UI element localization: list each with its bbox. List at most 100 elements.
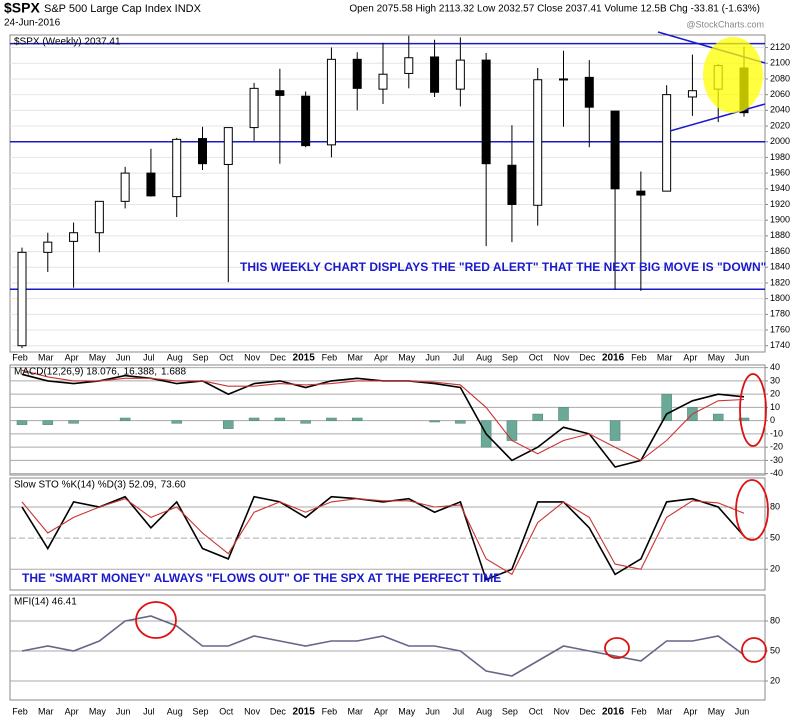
indicator-line [21, 615, 745, 677]
y-tick-label: -10 [770, 428, 783, 438]
x-tick-label: Apr [65, 352, 79, 362]
histogram-bar [532, 413, 543, 421]
candle-body [120, 172, 130, 202]
indicator-line [21, 369, 745, 462]
x-tick-label: May [89, 352, 107, 362]
candle-body [507, 164, 517, 205]
x-tick-label: Feb [12, 352, 28, 362]
x-tick-label: Apr [374, 352, 388, 362]
x-tick-label: Oct [219, 706, 234, 716]
histogram-bar [738, 417, 750, 421]
candle-body [275, 90, 285, 96]
candle-body [198, 138, 207, 165]
y-tick-label: -40 [770, 468, 783, 478]
panel-frame [9, 477, 766, 591]
histogram-bar [68, 420, 79, 424]
y-tick-label: 30 [770, 375, 780, 385]
histogram-bar [16, 420, 28, 425]
candle-body [301, 95, 311, 147]
x-tick-label: Mar [347, 706, 363, 716]
x-tick-label: Dec [579, 706, 596, 716]
x-tick-label: Aug [167, 352, 183, 362]
candle-body [172, 138, 182, 198]
x-tick-label: Apr [65, 706, 79, 716]
candle-body [636, 190, 646, 196]
candle-body [326, 58, 336, 146]
attention-circle [741, 637, 767, 663]
legend-entry: 1.688 [161, 367, 186, 378]
y-tick-label: 2080 [770, 73, 790, 83]
candle-body [559, 78, 568, 81]
y-tick-label: 2060 [770, 89, 790, 99]
y-tick-label: 1860 [770, 246, 790, 256]
x-tick-label: May [708, 352, 726, 362]
x-tick-label: Feb [322, 706, 338, 716]
x-tick-label: 2016 [602, 707, 625, 718]
x-tick-label: Feb [12, 706, 28, 716]
y-tick-label: 1900 [770, 215, 790, 225]
y-tick-label: 1740 [770, 340, 790, 350]
x-tick-label: Nov [244, 352, 261, 362]
indicator-line [21, 498, 745, 576]
histogram-bar [351, 417, 363, 421]
x-tick-label: Jun [735, 352, 750, 362]
histogram-bar [712, 413, 724, 421]
y-tick-label: 20 [770, 389, 780, 399]
highlight [703, 37, 763, 113]
attention-circle [135, 601, 177, 639]
y-tick-label: 10 [770, 402, 780, 412]
candle-body [481, 59, 491, 165]
y-tick-label: 80 [770, 501, 780, 511]
y-tick-label: 80 [770, 615, 780, 625]
x-tick-label: Mar [657, 352, 673, 362]
legend-entry: $SPX (Weekly) 2037.41 [14, 37, 121, 48]
y-tick-label: 2120 [770, 42, 790, 52]
x-tick-label: Nov [553, 352, 570, 362]
x-tick-label: Aug [476, 352, 492, 362]
x-tick-label: Mar [347, 352, 363, 362]
x-tick-label: Jun [116, 706, 131, 716]
candle-body [584, 76, 594, 108]
histogram-bar [506, 420, 518, 441]
x-tick-label: Aug [167, 706, 183, 716]
histogram-bar [429, 420, 440, 423]
x-tick-label: Nov [244, 706, 261, 716]
x-tick-label: Feb [631, 706, 647, 716]
x-tick-label: Jul [453, 352, 465, 362]
x-tick-label: Sep [192, 352, 208, 362]
y-tick-label: 20 [770, 675, 780, 685]
x-tick-label: Mar [38, 352, 54, 362]
x-tick-label: Jun [116, 352, 131, 362]
legend-entry: MFI(14) 46.41 [14, 597, 77, 608]
x-tick-label: Dec [270, 352, 287, 362]
candle-body [69, 232, 79, 242]
x-tick-label: Jul [143, 706, 155, 716]
y-tick-label: -30 [770, 455, 783, 465]
x-tick-label: Dec [270, 706, 287, 716]
candle-body [352, 58, 362, 89]
y-tick-label: -20 [770, 442, 783, 452]
x-tick-label: Mar [657, 706, 673, 716]
x-tick-label: May [398, 352, 416, 362]
trend-line [669, 103, 766, 132]
y-tick-label: 1780 [770, 309, 790, 319]
y-tick-label: 1820 [770, 277, 790, 287]
attention-circle [604, 637, 630, 659]
x-tick-label: Jul [453, 706, 465, 716]
histogram-bar [42, 420, 54, 425]
candle-body [43, 241, 53, 253]
candle-body [223, 127, 233, 165]
x-tick-label: Sep [502, 706, 518, 716]
candle-body [17, 251, 27, 347]
histogram-bar [455, 420, 466, 424]
candle-body [687, 90, 697, 98]
y-tick-label: 50 [770, 533, 780, 543]
y-tick-label: 1960 [770, 167, 790, 177]
x-tick-label: Oct [219, 352, 234, 362]
legend-entry: 73.60 [161, 480, 186, 491]
candle-body [146, 172, 156, 197]
panel-frame [9, 364, 766, 476]
histogram-bar [119, 417, 131, 421]
x-tick-label: Jun [425, 352, 440, 362]
y-tick-label: 0 [770, 415, 775, 425]
